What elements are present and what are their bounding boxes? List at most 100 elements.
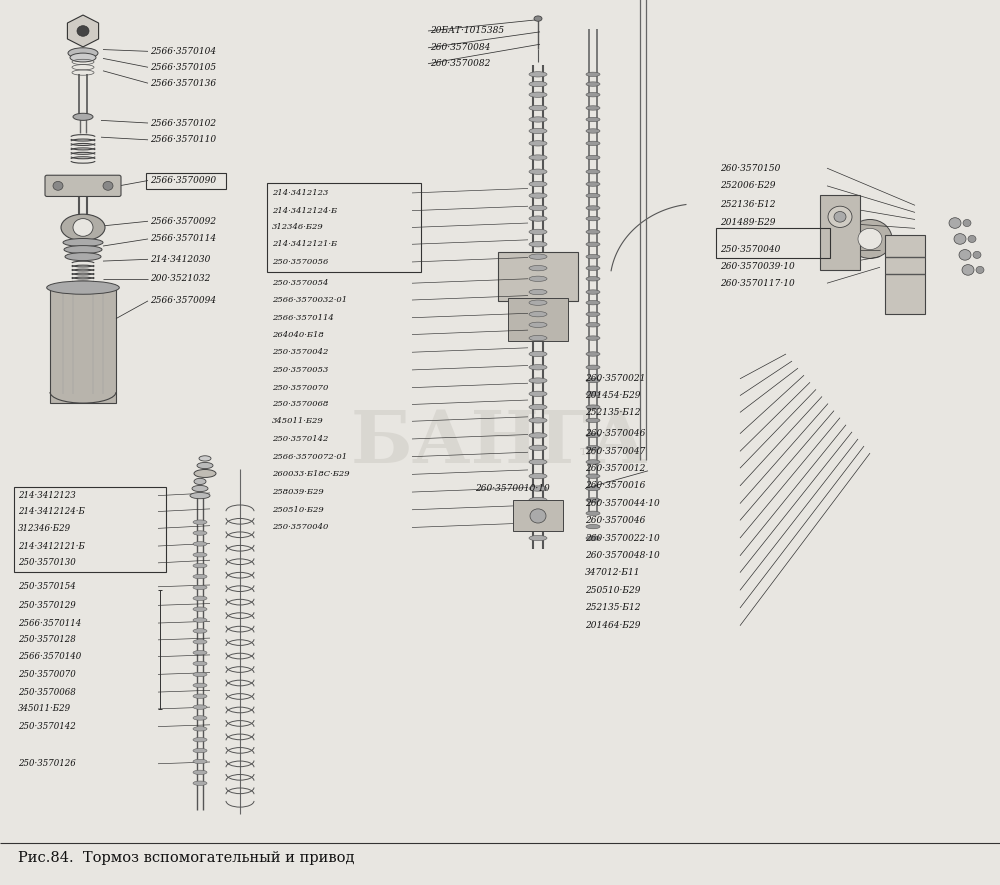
Ellipse shape bbox=[190, 492, 210, 499]
Text: 260·3570046: 260·3570046 bbox=[585, 516, 645, 525]
Text: 250·3570070: 250·3570070 bbox=[18, 670, 76, 679]
Ellipse shape bbox=[529, 193, 547, 198]
Ellipse shape bbox=[529, 128, 547, 134]
Text: 260·3570039·10: 260·3570039·10 bbox=[720, 262, 795, 271]
Ellipse shape bbox=[47, 281, 119, 294]
Ellipse shape bbox=[193, 574, 207, 579]
Ellipse shape bbox=[193, 552, 207, 557]
Text: 2566·3570072·01: 2566·3570072·01 bbox=[272, 452, 347, 461]
Ellipse shape bbox=[586, 128, 600, 133]
Text: 260·3570150: 260·3570150 bbox=[720, 164, 780, 173]
Text: 345011·Б29: 345011·Б29 bbox=[272, 417, 324, 426]
Text: 260·3570012: 260·3570012 bbox=[585, 464, 645, 473]
Ellipse shape bbox=[586, 255, 600, 258]
Circle shape bbox=[530, 509, 546, 523]
Ellipse shape bbox=[586, 229, 600, 234]
Ellipse shape bbox=[586, 300, 600, 304]
Ellipse shape bbox=[193, 640, 207, 644]
Text: 2566·3570110: 2566·3570110 bbox=[150, 135, 216, 144]
Ellipse shape bbox=[529, 155, 547, 160]
Ellipse shape bbox=[70, 53, 96, 62]
Ellipse shape bbox=[193, 770, 207, 774]
Ellipse shape bbox=[529, 486, 547, 491]
Ellipse shape bbox=[529, 365, 547, 370]
Ellipse shape bbox=[199, 456, 211, 461]
Ellipse shape bbox=[193, 661, 207, 666]
Text: 214·3412121·Б: 214·3412121·Б bbox=[272, 240, 337, 249]
Ellipse shape bbox=[586, 379, 600, 382]
Ellipse shape bbox=[529, 445, 547, 450]
Text: 214·3412124·Б: 214·3412124·Б bbox=[272, 206, 337, 215]
Text: 214·3412123: 214·3412123 bbox=[272, 189, 328, 197]
Ellipse shape bbox=[529, 276, 547, 281]
Text: 2566·3570114: 2566·3570114 bbox=[18, 619, 81, 627]
Circle shape bbox=[828, 206, 852, 227]
Text: 201454·Б29: 201454·Б29 bbox=[585, 391, 640, 400]
Ellipse shape bbox=[586, 266, 600, 271]
Text: 250·3570070: 250·3570070 bbox=[272, 383, 328, 392]
Text: 252006·Б29: 252006·Б29 bbox=[720, 181, 776, 190]
Text: 2566·3570094: 2566·3570094 bbox=[150, 296, 216, 305]
Ellipse shape bbox=[529, 141, 547, 146]
Circle shape bbox=[103, 181, 113, 190]
Ellipse shape bbox=[193, 650, 207, 655]
Ellipse shape bbox=[529, 72, 547, 77]
Circle shape bbox=[962, 265, 974, 275]
Ellipse shape bbox=[586, 460, 600, 464]
Text: 200·3521032: 200·3521032 bbox=[150, 274, 210, 283]
Ellipse shape bbox=[586, 289, 600, 294]
Ellipse shape bbox=[586, 512, 600, 515]
Text: 250·3570142: 250·3570142 bbox=[18, 722, 76, 731]
Text: 252135·Б12: 252135·Б12 bbox=[585, 408, 640, 417]
Bar bbox=[820, 195, 860, 270]
Ellipse shape bbox=[529, 378, 547, 383]
Ellipse shape bbox=[529, 391, 547, 396]
Ellipse shape bbox=[193, 607, 207, 612]
Text: 201464·Б29: 201464·Б29 bbox=[585, 621, 640, 630]
Ellipse shape bbox=[586, 535, 600, 540]
Ellipse shape bbox=[586, 81, 600, 86]
Ellipse shape bbox=[529, 92, 547, 97]
Ellipse shape bbox=[192, 485, 208, 492]
Ellipse shape bbox=[529, 81, 547, 87]
Ellipse shape bbox=[586, 156, 600, 159]
Ellipse shape bbox=[529, 322, 547, 327]
Text: 2566·3570114: 2566·3570114 bbox=[272, 313, 334, 322]
Bar bbox=[50, 288, 116, 403]
Text: 260033·Б18С·Б29: 260033·Б18С·Б29 bbox=[272, 470, 350, 479]
Text: 260·3570047: 260·3570047 bbox=[585, 447, 645, 456]
Text: 2566·3570114: 2566·3570114 bbox=[150, 235, 216, 243]
Ellipse shape bbox=[529, 459, 547, 465]
Ellipse shape bbox=[193, 531, 207, 535]
Ellipse shape bbox=[197, 462, 213, 469]
Text: 347012·Б11: 347012·Б11 bbox=[585, 568, 640, 577]
Ellipse shape bbox=[193, 704, 207, 709]
Ellipse shape bbox=[193, 683, 207, 688]
Ellipse shape bbox=[529, 473, 547, 479]
Ellipse shape bbox=[63, 239, 103, 246]
Ellipse shape bbox=[50, 282, 116, 293]
Ellipse shape bbox=[193, 618, 207, 622]
Ellipse shape bbox=[529, 254, 547, 259]
Ellipse shape bbox=[529, 242, 547, 247]
Text: БАНГА: БАНГА bbox=[351, 407, 649, 478]
Text: 260·3570046: 260·3570046 bbox=[585, 429, 645, 438]
Ellipse shape bbox=[586, 276, 600, 281]
Ellipse shape bbox=[61, 214, 105, 241]
Circle shape bbox=[949, 218, 961, 228]
Ellipse shape bbox=[529, 216, 547, 221]
Ellipse shape bbox=[529, 181, 547, 187]
Bar bbox=[885, 235, 925, 314]
Ellipse shape bbox=[529, 335, 547, 341]
Ellipse shape bbox=[194, 478, 206, 485]
Ellipse shape bbox=[586, 72, 600, 76]
Text: 250·3570056: 250·3570056 bbox=[272, 258, 328, 266]
Text: 312346·Б29: 312346·Б29 bbox=[272, 223, 324, 232]
Circle shape bbox=[973, 251, 981, 258]
Ellipse shape bbox=[586, 446, 600, 450]
Text: 260·3570082: 260·3570082 bbox=[430, 59, 490, 68]
Bar bbox=[498, 252, 578, 301]
Text: 250·3570129: 250·3570129 bbox=[18, 601, 76, 610]
Text: 260·3570022·10: 260·3570022·10 bbox=[585, 534, 660, 543]
Text: 250510·Б29: 250510·Б29 bbox=[585, 586, 640, 595]
